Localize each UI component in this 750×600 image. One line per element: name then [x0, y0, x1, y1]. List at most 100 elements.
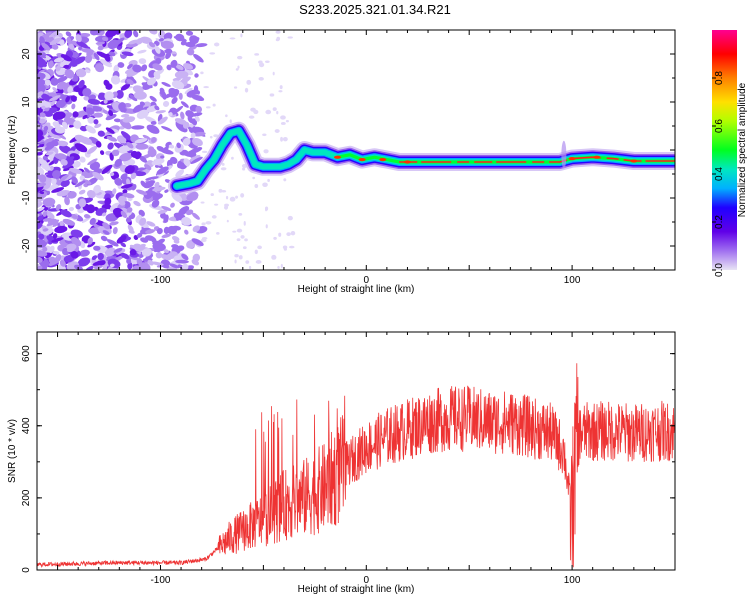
noise-speck — [273, 236, 277, 240]
noise-blob — [174, 118, 188, 125]
noise-blob — [190, 94, 205, 102]
noise-blob — [80, 136, 93, 145]
noise-blob — [127, 224, 134, 233]
noise-speck — [290, 231, 296, 236]
noise-blob — [153, 71, 161, 80]
noise-blob — [191, 238, 204, 247]
noise-blob — [76, 40, 89, 49]
noise-blob — [176, 162, 183, 169]
noise-blob — [67, 86, 74, 94]
noise-blob — [70, 146, 77, 152]
noise-blob — [119, 119, 132, 130]
noise-blob — [117, 62, 125, 68]
noise-blob — [111, 149, 120, 157]
noise-blob — [192, 253, 200, 262]
snr-xlabel: Height of straight line (km) — [298, 584, 415, 595]
noise-speck — [262, 133, 267, 137]
noise-blob — [43, 125, 49, 132]
noise-blob — [85, 125, 96, 134]
noise-blob — [138, 58, 147, 65]
noise-speck — [237, 65, 240, 69]
noise-blob — [48, 256, 57, 264]
noise-speck — [280, 263, 283, 269]
noise-blob — [191, 212, 200, 220]
noise-blob — [122, 192, 135, 199]
noise-blob — [112, 37, 125, 47]
noise-blob — [145, 229, 156, 234]
noise-blob — [104, 91, 114, 101]
noise-blob — [94, 123, 102, 129]
noise-blob — [148, 146, 155, 152]
noise-blob — [160, 155, 165, 159]
noise-blob — [79, 249, 90, 257]
noise-blob — [64, 196, 70, 206]
noise-blob — [152, 193, 164, 200]
noise-speck — [232, 230, 237, 233]
noise-blob — [87, 98, 101, 105]
noise-blob — [51, 140, 59, 147]
noise-blob — [93, 184, 101, 194]
noise-blob — [37, 182, 47, 188]
spectrogram-xtick-label: -100 — [150, 275, 170, 286]
noise-blob — [112, 207, 124, 218]
noise-speck — [234, 254, 239, 258]
noise-blob — [78, 198, 87, 208]
noise-blob — [161, 205, 172, 211]
noise-blob — [171, 80, 185, 90]
noise-blob — [52, 178, 57, 186]
noise-blob — [107, 142, 114, 150]
noise-speck — [242, 246, 247, 250]
noise-speck — [200, 71, 204, 75]
noise-blob — [77, 257, 91, 267]
noise-speck — [282, 136, 288, 142]
noise-speck — [229, 196, 236, 202]
noise-blob — [183, 158, 191, 167]
spectrogram-ytick-label: 0 — [21, 147, 32, 153]
noise-blob — [37, 136, 44, 144]
noise-blob — [62, 121, 68, 130]
noise-blob — [150, 236, 157, 244]
noise-blob — [158, 116, 168, 125]
noise-speck — [234, 259, 237, 264]
noise-blob — [120, 183, 133, 189]
spectrogram-ytick-label: 20 — [21, 48, 32, 60]
noise-blob — [106, 135, 118, 142]
noise-blob — [142, 134, 151, 140]
noise-blob — [163, 214, 169, 223]
noise-speck — [289, 245, 295, 249]
noise-blob — [147, 77, 157, 86]
noise-speck — [248, 115, 255, 119]
snr-ticks: -100 0 100 0 200 400 600 — [21, 332, 676, 586]
noise-blob — [115, 89, 124, 99]
noise-blob — [103, 53, 111, 62]
noise-blob — [89, 227, 99, 235]
noise-blob — [149, 95, 157, 102]
noise-speck — [236, 228, 243, 233]
noise-blob — [184, 87, 193, 94]
noise-blob — [191, 112, 203, 117]
noise-blob — [101, 212, 107, 217]
noise-blob — [128, 39, 139, 45]
noise-blob — [182, 137, 191, 146]
noise-blob — [46, 174, 54, 178]
noise-blob — [84, 69, 91, 74]
noise-blob — [183, 63, 194, 70]
noise-blob — [122, 189, 128, 194]
noise-blob — [148, 30, 158, 35]
noise-speck — [221, 189, 227, 193]
noise-blob — [37, 129, 44, 138]
noise-blob — [55, 76, 68, 84]
noise-blob — [37, 91, 44, 97]
noise-speck — [283, 178, 287, 182]
noise-blob — [38, 233, 45, 240]
noise-speck — [214, 42, 220, 47]
noise-speck — [262, 182, 268, 188]
noise-blob — [161, 91, 167, 100]
noise-blob — [55, 99, 67, 108]
noise-blob — [56, 140, 69, 147]
noise-blob — [37, 84, 46, 95]
noise-blob — [164, 48, 173, 54]
noise-blob — [181, 216, 192, 226]
